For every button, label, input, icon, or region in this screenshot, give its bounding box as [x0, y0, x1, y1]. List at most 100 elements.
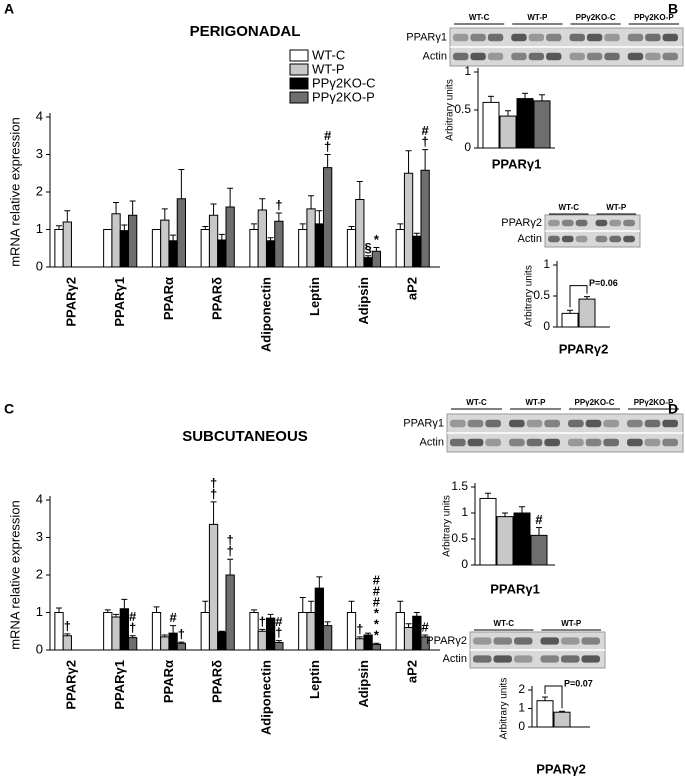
significance-mark: † [178, 627, 185, 642]
bar [160, 636, 170, 651]
legend-label: PPγ2KO-C [312, 75, 376, 90]
bar [200, 612, 210, 651]
comparison-bracket [544, 685, 563, 709]
error-bar [485, 492, 491, 499]
error-bar [348, 600, 355, 613]
bar [103, 612, 113, 651]
blot-band [569, 52, 585, 61]
blot-band [514, 637, 533, 645]
blot-band [493, 655, 512, 663]
error-bar [170, 234, 177, 241]
blot-lane-label: WT-P [561, 619, 582, 628]
bar [314, 587, 324, 651]
significance-mark: † [422, 134, 429, 149]
blot-band [561, 637, 580, 645]
error-bar [299, 223, 306, 230]
panel-label: A [4, 1, 14, 17]
blot-band [662, 438, 678, 447]
y-tick-label: 1 [464, 64, 471, 78]
error-bar [113, 613, 120, 617]
error-bar [153, 606, 160, 613]
y-tick-label: 0.5 [454, 102, 471, 116]
error-bar [275, 212, 282, 222]
panel-label: C [4, 401, 14, 417]
bar [225, 206, 235, 268]
bar [553, 711, 571, 728]
significance-mark: # [373, 584, 381, 599]
x-tick-label: PPARγ2 [63, 660, 78, 710]
bar [111, 616, 121, 651]
x-tick-label: Leptin [307, 277, 322, 316]
bar [306, 208, 316, 268]
error-bar [405, 623, 412, 628]
error-bar [64, 210, 71, 222]
bar [412, 615, 422, 651]
bar [217, 239, 227, 268]
blot-band [528, 52, 545, 61]
y-axis-label: Arbitrary units [445, 79, 456, 141]
error-bar [536, 527, 542, 536]
y-tick-label: 1 [461, 505, 468, 519]
chart-title: PPARγ2 [536, 761, 586, 776]
error-bar [129, 200, 136, 216]
legend-swatch [289, 91, 309, 104]
y-tick-label: 1 [543, 257, 550, 271]
significance-mark: * [374, 617, 380, 632]
x-tick-label: PPARγ2 [63, 277, 78, 327]
error-bar [316, 576, 323, 589]
chart-title: PPARγ1 [492, 156, 542, 171]
error-bar [267, 613, 274, 619]
chart-title: PPARγ1 [490, 581, 540, 596]
blot-row-label: PPARγ2 [426, 635, 467, 647]
comparison-label: P=0.07 [564, 678, 593, 688]
error-bar [502, 512, 508, 517]
bar [322, 167, 333, 268]
y-axis-label: mRNA relative expression [7, 500, 22, 650]
significance-mark: † [129, 620, 136, 635]
significance-mark: # [324, 128, 332, 143]
blot-band [645, 52, 661, 61]
error-bar [178, 641, 185, 644]
error-bar [373, 247, 380, 252]
error-bar [251, 609, 258, 613]
error-bar [267, 237, 274, 241]
error-bar [505, 110, 511, 117]
bar [274, 220, 284, 268]
error-bar [324, 621, 331, 626]
error-bar [373, 642, 380, 645]
blot-lane-label: PPγ2KO-C [576, 13, 616, 22]
bar [371, 643, 382, 651]
bar [265, 240, 276, 268]
x-tick-label: PPARγ1 [112, 277, 127, 327]
error-bar [129, 635, 136, 638]
error-bar [104, 609, 111, 613]
comparison-bracket [569, 285, 588, 308]
error-bar [397, 223, 404, 230]
bar [217, 631, 227, 651]
blot-lane-label: PPγ2KO-P [634, 13, 674, 22]
bar [355, 199, 365, 268]
y-tick-label: 2 [36, 566, 43, 581]
blot-lane-label: WT-C [559, 203, 580, 212]
error-bar [522, 92, 528, 99]
error-bar [348, 226, 355, 230]
blot-band [568, 438, 584, 447]
blot-row-label: PPARγ1 [406, 31, 447, 43]
blot-lane-label: PPγ2KO-P [634, 398, 674, 407]
blot-band [604, 33, 620, 42]
blot-lane-label: WT-P [526, 398, 547, 407]
bar [420, 169, 430, 268]
error-bar [218, 630, 225, 632]
blot-band [568, 419, 584, 428]
significance-mark: # [422, 619, 430, 634]
bar [274, 642, 284, 651]
significance-mark: † [210, 486, 217, 501]
blot-band [544, 419, 560, 428]
blot-band [528, 33, 545, 42]
blot-band [511, 52, 527, 61]
blot-band [470, 52, 486, 61]
bar [346, 229, 357, 268]
blot-lane-label: WT-P [606, 203, 627, 212]
x-tick-label: Adipsin [356, 277, 371, 325]
bar [119, 230, 129, 268]
